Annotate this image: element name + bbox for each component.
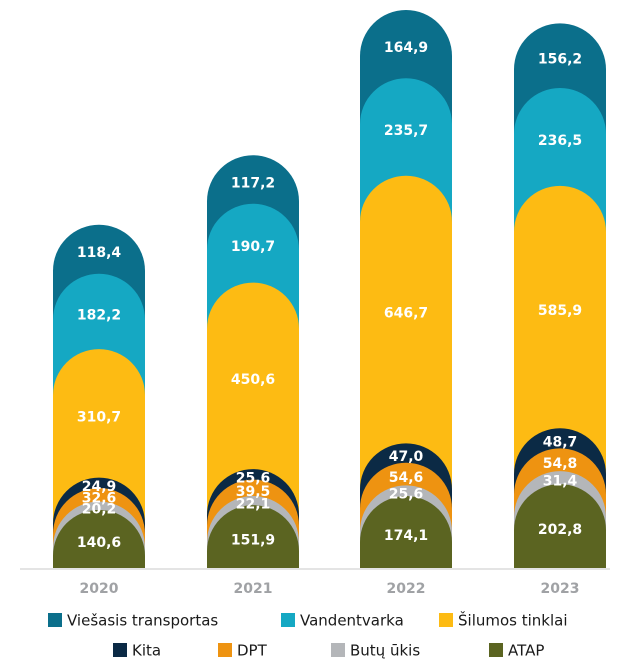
legend-label: Šilumos tinklai — [458, 611, 568, 630]
value-label: 22,1 — [236, 497, 271, 513]
value-label: 182,2 — [77, 307, 121, 323]
x-tick-label: 2023 — [541, 581, 580, 597]
value-label: 25,6 — [389, 487, 424, 503]
value-label: 24,9 — [82, 479, 117, 495]
value-label: 118,4 — [77, 245, 122, 261]
value-label: 32,6 — [82, 491, 117, 507]
legend-label: Vandentvarka — [300, 612, 404, 630]
value-label: 235,7 — [384, 123, 428, 139]
legend-label: Viešasis transportas — [67, 612, 218, 630]
value-label: 646,7 — [384, 306, 428, 322]
x-tick-label: 2020 — [80, 581, 119, 597]
value-label: 236,5 — [538, 133, 582, 149]
value-label: 202,8 — [538, 522, 582, 538]
value-label: 140,6 — [77, 535, 121, 551]
legend-swatch — [331, 643, 345, 657]
legend-label: Kita — [132, 642, 161, 660]
value-label: 164,9 — [384, 40, 428, 56]
bar-segment — [53, 509, 145, 568]
value-label: 25,6 — [236, 470, 271, 486]
legend-label: Butų ūkis — [350, 642, 420, 660]
value-label: 39,5 — [236, 484, 271, 500]
value-label: 190,7 — [231, 239, 275, 255]
legend-swatch — [218, 643, 232, 657]
bar-segment — [360, 495, 452, 568]
value-label: 54,6 — [389, 470, 424, 486]
value-label: 450,6 — [231, 372, 275, 388]
value-label: 151,9 — [231, 533, 275, 549]
value-label: 54,8 — [543, 456, 578, 472]
legend-label: DPT — [237, 642, 268, 660]
legend-swatch — [489, 643, 503, 657]
bar-segment — [207, 505, 299, 568]
value-label: 585,9 — [538, 303, 582, 319]
legend-swatch — [439, 613, 453, 627]
value-label: 47,0 — [389, 449, 424, 465]
bar-segment — [514, 484, 606, 568]
legend-label: ATAP — [508, 642, 544, 660]
value-label: 20,2 — [82, 502, 117, 518]
value-label: 31,4 — [543, 474, 578, 490]
legend-swatch — [281, 613, 295, 627]
x-tick-label: 2022 — [387, 581, 426, 597]
value-label: 310,7 — [77, 409, 121, 425]
value-label: 48,7 — [543, 434, 578, 450]
value-label: 156,2 — [538, 52, 582, 68]
x-tick-label: 2021 — [234, 581, 273, 597]
legend-swatch — [113, 643, 127, 657]
value-label: 174,1 — [384, 528, 428, 544]
value-label: 117,2 — [231, 175, 275, 191]
legend-swatch — [48, 613, 62, 627]
